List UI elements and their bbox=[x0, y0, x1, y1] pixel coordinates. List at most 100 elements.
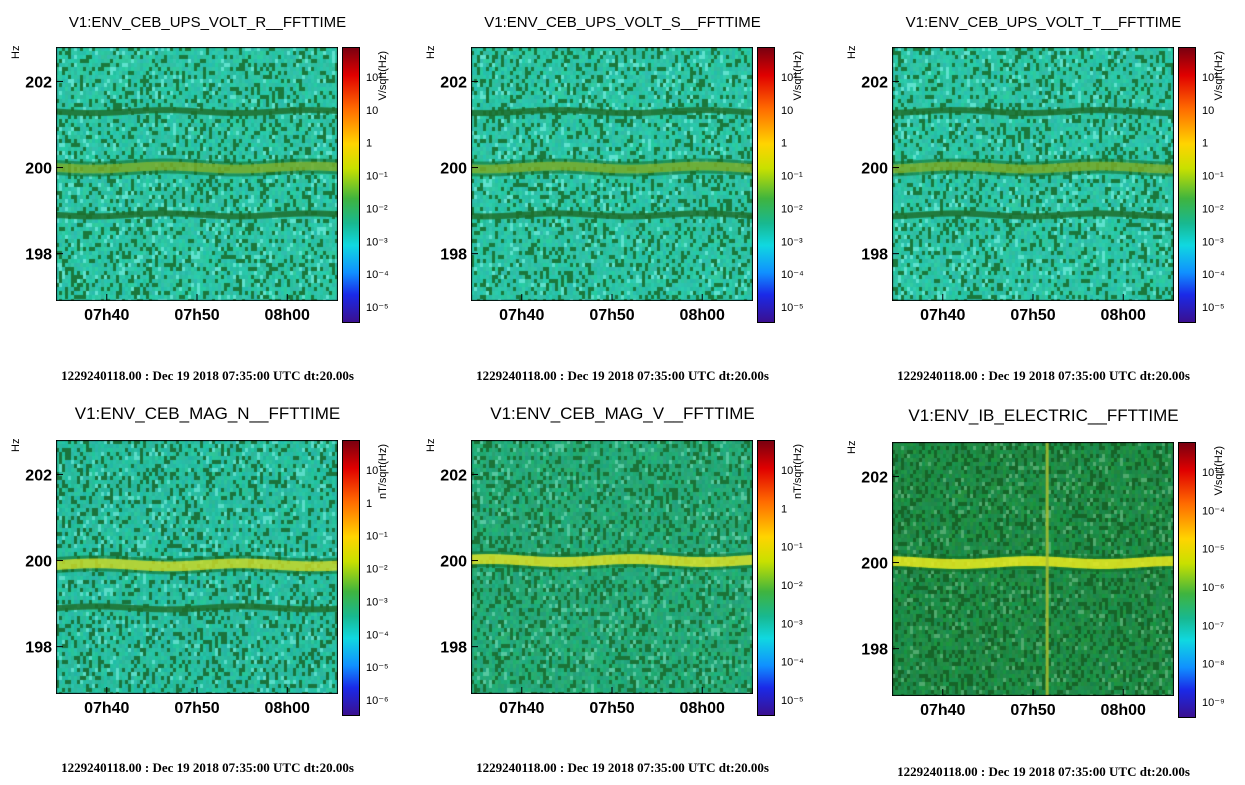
spectrogram-panel: V1:ENV_CEB_UPS_VOLT_S__FFTTIME Hz 198 200 20… bbox=[415, 0, 830, 392]
colorbar-tick-label: 10⁻² bbox=[1202, 203, 1224, 215]
x-tick-label: 07h50 bbox=[589, 700, 634, 717]
colorbar bbox=[757, 47, 775, 323]
axes-overlay: Hz 198 200 202 07h40 07h50 08h00 10² 10 1 10⁻¹ 10⁻²… bbox=[10, 46, 389, 324]
y-tick-label: 202 bbox=[861, 74, 888, 91]
x-tick-label: 07h40 bbox=[920, 702, 965, 719]
panel-title: V1:ENV_CEB_MAG_N__FFTTIME bbox=[74, 404, 341, 423]
colorbar-tick-label: 10 bbox=[781, 105, 793, 117]
colorbar-tick-label: 10⁻⁴ bbox=[1202, 269, 1225, 281]
panel-title: V1:ENV_CEB_MAG_V__FFTTIME bbox=[490, 404, 755, 423]
colorbar-tick-label: 10⁻³ bbox=[781, 236, 803, 248]
x-tick-label: 07h50 bbox=[589, 307, 634, 324]
colorbar-tick-label: 10 bbox=[366, 465, 378, 477]
x-tick-label: 07h40 bbox=[499, 700, 544, 717]
panel-title: V1:ENV_CEB_UPS_VOLT_S__FFTTIME bbox=[484, 14, 761, 31]
y-tick-label: 200 bbox=[861, 556, 888, 573]
colorbar-tick-label: 10⁻⁴ bbox=[366, 629, 389, 641]
colorbar-tick-label: 10⁻⁵ bbox=[1202, 544, 1225, 556]
axes-overlay: Hz 198 200 202 07h40 07h50 08h00 10² 10 1 10⁻¹ 10⁻²… bbox=[425, 46, 804, 324]
colorbar-label: V/sqrt(Hz) bbox=[1213, 446, 1225, 496]
y-tick-label: 200 bbox=[861, 161, 888, 178]
colorbar-tick-label: 10 bbox=[366, 105, 378, 117]
colorbar-tick-label: 10² bbox=[781, 72, 797, 84]
x-tick-label: 08h00 bbox=[680, 307, 725, 324]
colorbar bbox=[342, 440, 360, 716]
colorbar-tick-label: 10⁻¹ bbox=[366, 531, 388, 543]
colorbar-tick-label: 10⁻⁹ bbox=[1202, 697, 1225, 709]
colorbar-tick-label: 10⁻² bbox=[366, 564, 388, 576]
panel-title: V1:ENV_CEB_UPS_VOLT_T__FFTTIME bbox=[905, 14, 1182, 31]
y-axis-label: Hz bbox=[10, 439, 22, 452]
x-tick-label: 08h00 bbox=[680, 700, 725, 717]
y-tick-label: 198 bbox=[440, 640, 467, 657]
x-tick-label: 07h50 bbox=[1010, 702, 1055, 719]
x-tick-label: 07h50 bbox=[1010, 307, 1055, 324]
x-tick-label: 08h00 bbox=[1101, 307, 1146, 324]
colorbar bbox=[757, 440, 775, 716]
colorbar-tick-label: 10 bbox=[1202, 105, 1214, 117]
colorbar-tick-label: 10⁻¹ bbox=[781, 171, 803, 183]
colorbar-tick-label: 1 bbox=[781, 503, 787, 515]
colorbar-tick-label: 10⁻³ bbox=[1202, 467, 1224, 479]
y-axis-label: Hz bbox=[425, 46, 437, 59]
colorbar-tick-label: 10⁻¹ bbox=[781, 542, 803, 554]
x-tick-label: 08h00 bbox=[1101, 702, 1146, 719]
colorbar-tick-label: 1 bbox=[781, 138, 787, 150]
x-tick-label: 07h40 bbox=[499, 307, 544, 324]
colorbar-tick-label: 10⁻² bbox=[781, 580, 803, 592]
colorbar-tick-label: 10⁻⁴ bbox=[1202, 505, 1225, 517]
colorbar-tick-label: 10⁻⁵ bbox=[781, 695, 804, 707]
colorbar-label: nT/sqrt(Hz) bbox=[792, 444, 804, 499]
y-tick-label: 198 bbox=[861, 642, 888, 659]
colorbar-tick-label: 10⁻⁶ bbox=[1202, 582, 1225, 594]
y-tick-label: 198 bbox=[25, 247, 52, 264]
x-tick-label: 07h50 bbox=[174, 700, 219, 717]
y-axis-label: Hz bbox=[846, 441, 858, 454]
colorbar-tick-label: 10² bbox=[366, 72, 382, 84]
colorbar-tick-label: 10⁻³ bbox=[1202, 236, 1224, 248]
colorbar-label: V/sqrt(Hz) bbox=[1213, 51, 1225, 101]
colorbar-tick-label: 10 bbox=[781, 465, 793, 477]
gps-time-footer: 1229240118.00 : Dec 19 2018 07:35:00 UTC… bbox=[897, 368, 1190, 383]
x-tick-label: 07h40 bbox=[920, 307, 965, 324]
panel-title: V1:ENV_IB_ELECTRIC__FFTTIME bbox=[908, 406, 1179, 425]
colorbar-label: V/sqrt(Hz) bbox=[377, 51, 389, 101]
y-tick-label: 202 bbox=[440, 74, 467, 91]
colorbar-tick-label: 10⁻⁵ bbox=[366, 662, 389, 674]
spectrogram-image bbox=[892, 47, 1174, 301]
colorbar-tick-label: 10⁻⁴ bbox=[781, 657, 804, 669]
colorbar-tick-label: 10⁻¹ bbox=[366, 171, 388, 183]
spectrogram-image bbox=[471, 440, 753, 694]
spectrogram-panel: V1:ENV_CEB_UPS_VOLT_R__FFTTIME Hz 198 200 20… bbox=[0, 0, 415, 392]
y-axis-label: Hz bbox=[10, 46, 22, 59]
y-tick-label: 198 bbox=[25, 640, 52, 657]
y-tick-label: 202 bbox=[25, 74, 52, 91]
colorbar-tick-label: 10⁻⁸ bbox=[1202, 659, 1225, 671]
colorbar bbox=[342, 47, 360, 323]
gps-time-footer: 1229240118.00 : Dec 19 2018 07:35:00 UTC… bbox=[61, 760, 354, 775]
colorbar-tick-label: 1 bbox=[366, 138, 372, 150]
colorbar-tick-label: 10⁻⁶ bbox=[366, 695, 389, 707]
colorbar-tick-label: 10⁻⁵ bbox=[781, 302, 804, 314]
colorbar-tick-label: 10⁻³ bbox=[366, 596, 388, 608]
gps-time-footer: 1229240118.00 : Dec 19 2018 07:35:00 UTC… bbox=[476, 760, 769, 775]
colorbar-tick-label: 10⁻⁴ bbox=[781, 269, 804, 281]
gps-time-footer: 1229240118.00 : Dec 19 2018 07:35:00 UTC… bbox=[897, 764, 1190, 779]
colorbar bbox=[1178, 442, 1196, 718]
colorbar-label: V/sqrt(Hz) bbox=[792, 51, 804, 101]
y-tick-label: 200 bbox=[440, 161, 467, 178]
spectrogram-panel: V1:ENV_CEB_UPS_VOLT_T__FFTTIME Hz 198 200 20… bbox=[836, 0, 1245, 392]
y-tick-label: 202 bbox=[440, 467, 467, 484]
gps-time-footer: 1229240118.00 : Dec 19 2018 07:35:00 UTC… bbox=[61, 368, 354, 383]
colorbar-tick-label: 10⁻² bbox=[781, 203, 803, 215]
colorbar-tick-label: 10⁻³ bbox=[781, 618, 803, 630]
axes-overlay: Hz 198 200 202 07h40 07h50 08h00 10 1 10⁻¹ 10⁻² 10⁻… bbox=[10, 439, 389, 717]
y-tick-label: 200 bbox=[25, 554, 52, 571]
x-tick-label: 07h40 bbox=[84, 700, 129, 717]
colorbar-tick-label: 10⁻⁵ bbox=[1202, 302, 1225, 314]
axes-overlay: Hz 198 200 202 07h40 07h50 08h00 10 1 10⁻¹ 10⁻² 10⁻… bbox=[425, 439, 804, 717]
y-axis-label: Hz bbox=[425, 439, 437, 452]
spectrogram-panel: V1:ENV_CEB_MAG_N__FFTTIME Hz 198 200 202 07h4… bbox=[0, 392, 415, 784]
spectrogram-panel: V1:ENV_IB_ELECTRIC__FFTTIME Hz 198 200 202 07… bbox=[836, 392, 1245, 784]
colorbar-tick-label: 10⁻³ bbox=[366, 236, 388, 248]
